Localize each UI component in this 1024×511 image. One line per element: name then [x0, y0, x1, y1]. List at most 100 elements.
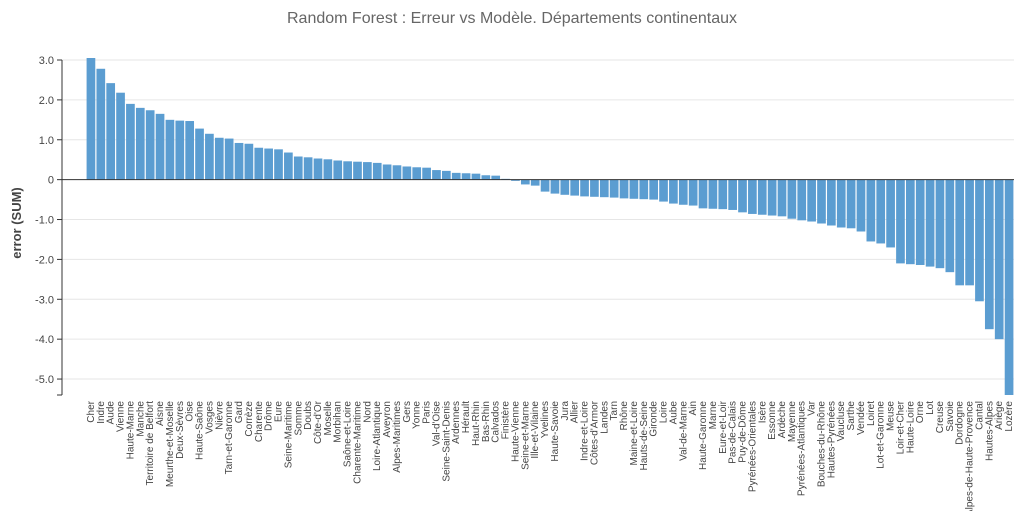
bar: [175, 120, 185, 180]
x-tick-label: Alpes-Maritimes: [392, 401, 403, 473]
bar: [461, 173, 471, 180]
bar: [836, 179, 846, 228]
bar: [481, 175, 491, 180]
x-tick-label: Vosges: [204, 401, 215, 434]
x-tick-label: Ardennes: [451, 401, 462, 444]
bar: [698, 179, 708, 209]
x-tick-label: Deux-Sèvres: [175, 401, 186, 459]
bar: [205, 133, 214, 180]
x-tick-label: Ain: [688, 401, 699, 415]
x-tick-label: Dordogne: [955, 401, 966, 445]
axes: 3.0 2.0 1.0 0 -1.0 -2.0 -3.0 -4.0 -5.0: [35, 55, 1014, 396]
bar: [471, 173, 481, 180]
x-tick-label: Paris: [422, 401, 433, 424]
bar: [412, 167, 422, 180]
x-tick-label: Calvados: [491, 401, 502, 443]
bar: [570, 179, 580, 196]
bar: [402, 166, 412, 180]
bar: [748, 179, 757, 214]
bar: [580, 179, 589, 197]
bar: [896, 179, 905, 264]
bar: [1004, 179, 1014, 395]
x-tick-label: Vendée: [856, 401, 867, 435]
bar: [846, 179, 856, 229]
bar: [886, 179, 895, 248]
x-tick-label: Aveyron: [382, 401, 393, 438]
x-tick-label: Maine-et-Loire: [629, 401, 640, 466]
y-tick-label: -5.0: [35, 374, 54, 386]
x-tick-label: Puy-de-Dôme: [738, 401, 749, 463]
bar: [451, 172, 461, 180]
x-tick-label: Val-de-Marne: [678, 401, 689, 461]
x-tick-label: Doubs: [303, 401, 314, 430]
x-tick-label: Var: [807, 400, 818, 415]
bar: [313, 158, 323, 180]
x-tick-label: Haute-Savoie: [550, 401, 561, 462]
x-tick-label: Seine-Saint-Denis: [441, 401, 452, 482]
x-tick-label: Jura: [560, 401, 571, 421]
bar: [994, 179, 1004, 340]
bar: [975, 179, 984, 302]
bar: [145, 110, 155, 180]
x-tick-label: Allier: [570, 400, 581, 423]
bar: [165, 119, 175, 180]
x-tick-label: Gers: [402, 401, 413, 423]
x-tick-label: Tarn: [609, 401, 620, 420]
bar: [609, 179, 619, 198]
y-tick-label: 3.0: [39, 55, 54, 67]
x-tick-label: Savoie: [945, 401, 956, 432]
bar: [649, 179, 659, 200]
bar: [669, 179, 678, 204]
category-labels: CherIndreAudeVienneHaute-MarneMancheTerr…: [86, 400, 1015, 511]
bar: [659, 179, 668, 202]
x-tick-label: Finistère: [501, 401, 512, 440]
x-tick-label: Charente-Maritime: [352, 401, 363, 484]
bar: [866, 179, 876, 242]
x-tick-label: Hautes-Alpes: [984, 401, 995, 461]
y-tick-label: 1.0: [39, 135, 54, 147]
x-tick-label: Aisne: [155, 401, 166, 426]
bar: [432, 170, 441, 180]
y-tick-label: -1.0: [35, 215, 54, 227]
x-tick-label: Drôme: [264, 401, 275, 431]
bar: [96, 68, 106, 180]
bar: [422, 167, 431, 180]
x-tick-label: Lot-et-Garonne: [876, 401, 887, 469]
bar: [738, 179, 747, 213]
bar: [530, 179, 540, 186]
bar: [372, 162, 382, 180]
x-tick-label: Saône-et-Loire: [343, 401, 354, 468]
x-tick-label: Creuse: [935, 401, 946, 434]
bar: [244, 143, 254, 180]
x-tick-label: Alpes-de-Haute-Provence: [965, 401, 976, 511]
x-tick-label: Hautes-Pyrénées: [826, 401, 837, 478]
x-tick-label: Loiret: [866, 401, 877, 426]
x-tick-label: Yvelines: [540, 401, 551, 438]
x-tick-label: Indre: [96, 401, 107, 424]
x-tick-label: Eure: [274, 401, 285, 423]
x-tick-label: Orne: [915, 401, 926, 424]
bar: [560, 179, 570, 195]
x-tick-label: Essonne: [767, 401, 778, 440]
bar: [343, 161, 352, 180]
x-tick-label: Loire-Atlantique: [372, 401, 383, 471]
x-tick-label: Vaucluse: [836, 401, 847, 442]
x-tick-label: Cher: [86, 400, 97, 422]
y-tick-label: -2.0: [35, 254, 54, 266]
bar: [511, 179, 520, 181]
x-tick-label: Bouches-du-Rhône: [816, 401, 827, 488]
bar: [767, 179, 777, 216]
x-tick-label: Lozère: [1004, 401, 1015, 432]
x-tick-label: Côtes-d'Armor: [589, 400, 600, 465]
bar: [254, 147, 264, 180]
bar: [925, 179, 935, 267]
bar: [827, 179, 836, 226]
x-tick-label: Ariège: [994, 401, 1005, 430]
x-tick-label: Haute-Saône: [195, 401, 206, 460]
x-tick-label: Vienne: [116, 401, 127, 432]
x-tick-label: Rhône: [619, 401, 630, 431]
x-tick-label: Ardèche: [777, 401, 788, 439]
bar: [935, 179, 945, 269]
bar: [214, 137, 224, 180]
bar: [905, 179, 915, 265]
